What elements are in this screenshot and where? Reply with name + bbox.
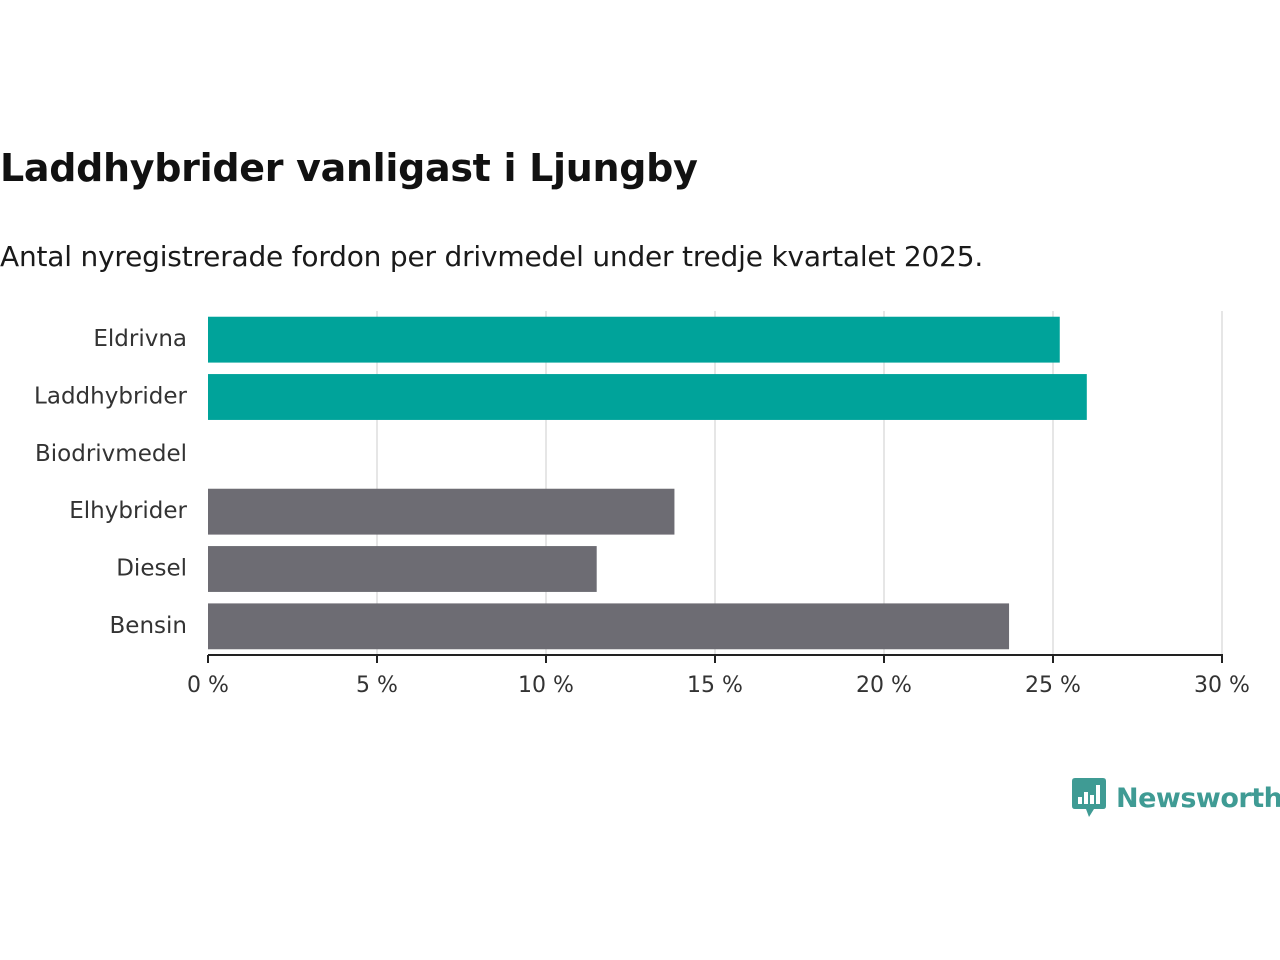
bar-bensin [208, 603, 1010, 650]
brand-logo: Newsworthy [1072, 776, 1280, 820]
chart-subtitle: Antal nyregistrerade fordon per drivmede… [0, 240, 984, 273]
bars [208, 316, 1087, 650]
bar-laddhybrider [208, 374, 1087, 420]
category-label: Eldrivna [93, 326, 187, 352]
brand-name: Newsworthy [1116, 782, 1280, 814]
x-tick-label: 10 % [518, 673, 574, 698]
bar-elhybrider [208, 488, 675, 535]
x-tick-label: 30 % [1194, 673, 1250, 698]
x-tick-label: 25 % [1025, 673, 1081, 698]
x-tick-label: 15 % [687, 673, 743, 698]
x-tick-label: 0 % [187, 673, 229, 698]
x-tick-label: 5 % [356, 673, 398, 698]
newsworthy-logo-icon [1072, 778, 1106, 817]
x-tick-label: 20 % [856, 673, 912, 698]
bar-diesel [208, 546, 597, 592]
category-label: Elhybrider [69, 498, 187, 524]
category-label: Bensin [110, 613, 187, 639]
category-label: Diesel [116, 556, 187, 582]
bar-eldrivna [208, 316, 1060, 363]
gridlines [376, 311, 1223, 655]
category-label: Biodrivmedel [35, 441, 187, 467]
category-label: Laddhybrider [34, 384, 187, 410]
x-axis: 0 % 5 % 10 % 15 % 20 % 25 % 30 % [187, 654, 1250, 698]
chart-title: Laddhybrider vanligast i Ljungby [0, 146, 698, 190]
category-labels: Eldrivna Laddhybrider Biodrivmedel Elhybrid… [34, 326, 187, 639]
